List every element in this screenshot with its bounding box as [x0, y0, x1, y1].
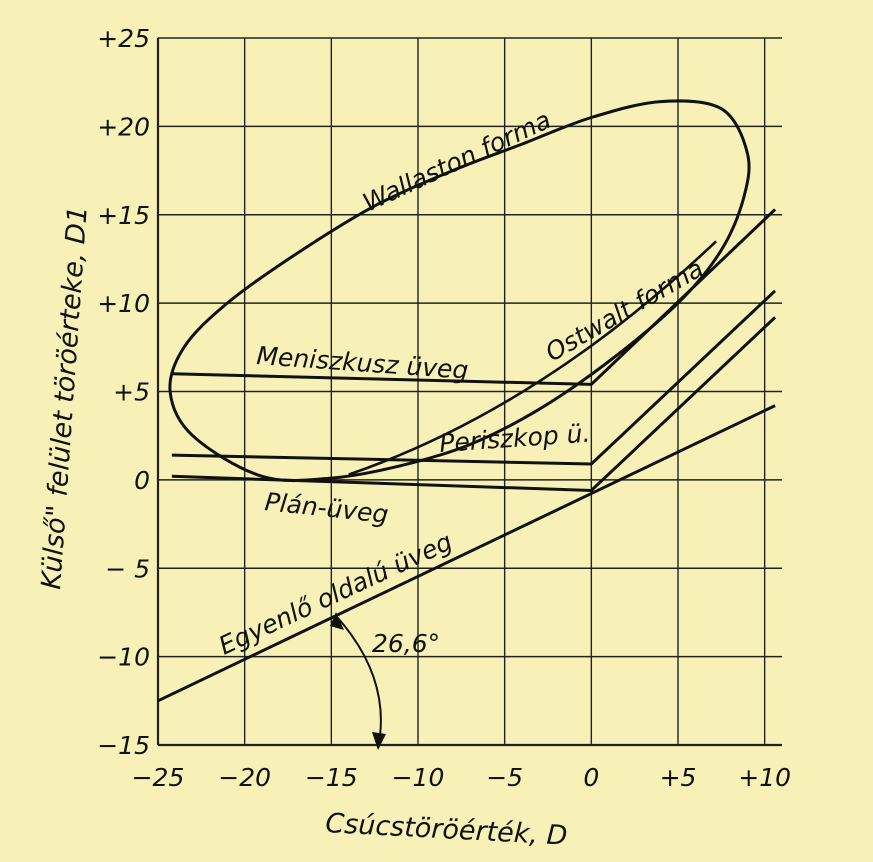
- series-line-3: [171, 316, 777, 493]
- y-tick-label-7: −10: [97, 643, 150, 672]
- x-tick-label-6: +5: [660, 763, 697, 792]
- x-tick-label-1: −20: [218, 763, 271, 792]
- y-tick-label-8: −15: [97, 731, 150, 760]
- label-wallaston: Wallaston forma: [358, 105, 555, 217]
- x-tick-label-4: −5: [486, 763, 523, 792]
- angle-arrow-top: [330, 612, 344, 630]
- series-line-4: [157, 404, 776, 703]
- y-tick-labels: +25 +20 +15 +10 +5 0 − 5 −10 −15: [97, 24, 150, 760]
- y-tick-label-6: − 5: [105, 554, 150, 583]
- series-line-1: [171, 208, 777, 386]
- x-tick-label-3: −10: [392, 763, 445, 792]
- series-line-0: [168, 99, 751, 483]
- angle-arc: [337, 617, 382, 749]
- grid-lines: [156, 37, 782, 747]
- curves: [157, 99, 777, 703]
- x-tick-label-2: −15: [305, 763, 358, 792]
- y-tick-label-3: +10: [97, 289, 150, 318]
- y-axis-title: Külső" felület töröérteke, D1: [36, 205, 94, 590]
- x-tick-label-5: 0: [583, 763, 599, 792]
- y-tick-label-1: +20: [97, 112, 150, 141]
- angle-label: 26,6°: [372, 629, 440, 658]
- label-periszkop: Periszkop ü.: [438, 419, 591, 458]
- x-tick-label-7: +10: [738, 763, 791, 792]
- label-plan: Plán-üveg: [263, 487, 389, 529]
- y-tick-label-2: +15: [97, 201, 150, 230]
- x-tick-labels: −25 −20 −15 −10 −5 0 +5 +10: [132, 763, 791, 792]
- y-tick-label-4: +5: [113, 378, 150, 407]
- y-tick-label-5: 0: [134, 466, 150, 495]
- angle-arrow-bottom: [372, 732, 386, 750]
- series-line-2: [171, 289, 777, 466]
- x-axis-title: Csúcstöröérték, D: [325, 808, 568, 852]
- x-tick-label-0: −25: [132, 763, 185, 792]
- ostwalt-curve: [348, 240, 718, 476]
- y-tick-label-0: +25: [97, 24, 150, 53]
